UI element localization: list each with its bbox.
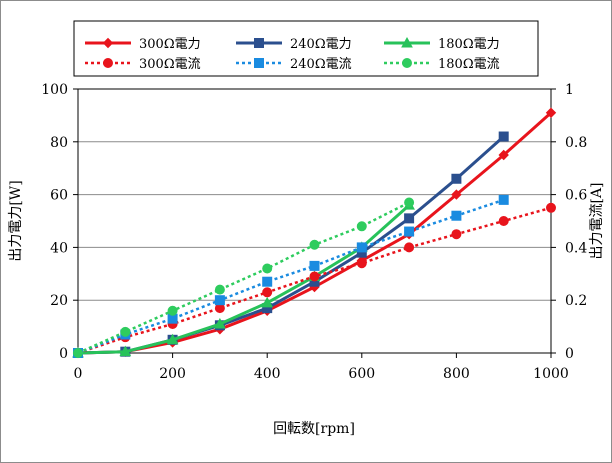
y-tick-label: 40 [50,240,68,256]
data-point [546,202,556,213]
legend-item: 240Ω電流 [236,57,352,72]
y-tick-label: 60 [50,188,68,204]
series-6 [73,197,415,358]
legend-label: 240Ω電流 [290,57,352,72]
data-point [451,229,462,240]
legend-swatch-marker [401,36,413,48]
data-point [166,333,179,345]
data-point [356,221,367,232]
data-point [545,107,557,118]
legend-item: 180Ω電力 [384,36,500,52]
x-tick-label: 0 [74,366,83,382]
y2-tick-label: 0.8 [565,135,587,151]
plot-area [77,88,552,354]
data-point [309,239,320,250]
data-point [498,131,509,142]
y-tick-label: 80 [50,135,68,151]
legend-item: 240Ω電力 [236,37,352,52]
data-point [451,189,462,200]
data-point [309,260,320,271]
data-point [498,194,509,205]
x-tick-label: 1000 [533,366,569,382]
x-tick-label: 800 [443,366,470,382]
data-point [309,271,320,282]
y-axis-title-left: 出力電力[W] [8,180,24,261]
data-point [451,210,462,221]
data-point [214,284,225,295]
data-point [167,305,178,316]
y2-tick-label: 0.4 [565,240,587,256]
y-tick-label: 20 [50,293,68,309]
y2-tick-label: 0.2 [565,293,587,309]
data-point [356,242,367,253]
data-point [404,213,415,224]
x-tick-label: 600 [348,366,375,382]
data-point [261,296,274,308]
y-axis-title-right: 出力電流[A] [589,182,605,259]
legend-item: 300Ω電流 [85,57,201,72]
legend-swatch-marker [254,58,264,68]
x-axis-title: 回転数[rpm] [273,421,355,437]
data-point [404,197,415,208]
legend-item: 300Ω電力 [85,37,201,52]
series-line [77,201,410,355]
data-point [451,173,462,184]
data-point [404,242,415,253]
legend-label: 300Ω電流 [139,57,201,72]
legend-label: 240Ω電力 [290,37,352,52]
legend-box [73,20,539,77]
legend-swatch-marker [402,58,412,68]
legend: 300Ω電力 240Ω電力 180Ω電力 300Ω電流 240Ω電流 180Ω電流 [85,36,500,72]
data-point [214,317,226,329]
legend-swatch-marker [103,58,113,68]
x-tick-label: 400 [254,366,281,382]
y-tick-label: 0 [59,346,68,362]
series-line [77,204,411,355]
legend-swatch-marker [254,38,264,48]
data-point [214,295,225,306]
data-point [119,345,132,357]
legend-label: 180Ω電流 [438,57,500,72]
x-tick-label: 200 [159,366,186,382]
legend-swatch-marker [102,37,114,49]
data-point [73,348,83,358]
data-point [356,258,367,269]
series-layer [72,107,557,359]
y2-tick-label: 0 [565,346,574,362]
legend-item: 180Ω電流 [384,57,500,72]
data-point [404,226,415,237]
data-point [498,149,509,161]
legend-label: 180Ω電力 [438,37,500,52]
data-point [262,276,273,287]
data-point [262,263,273,274]
y2-tick-label: 0.6 [565,188,587,204]
legend-label: 300Ω電力 [139,37,201,52]
data-point [262,287,273,298]
data-point [498,216,509,226]
y-tick-label: 100 [41,82,68,98]
y2-tick-label: 1 [565,82,574,98]
data-point [120,326,131,337]
